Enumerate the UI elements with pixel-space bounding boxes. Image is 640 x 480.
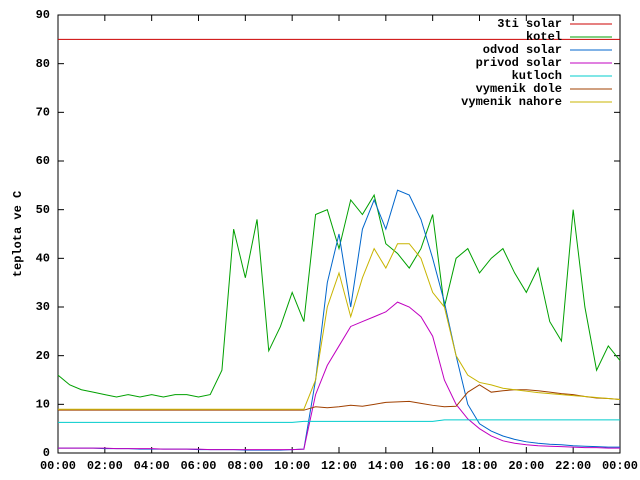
legend-label: privod solar (476, 56, 562, 70)
series-line (58, 189, 620, 451)
x-tick-label: 12:00 (321, 459, 357, 473)
y-tick-label: 60 (36, 154, 50, 168)
legend-label: 3ti solar (497, 17, 562, 31)
x-tick-label: 08:00 (227, 459, 263, 473)
series-line (57, 193, 621, 398)
y-tick-label: 10 (36, 398, 50, 412)
legend-label: odvod solar (483, 43, 562, 57)
y-tick-label: 20 (36, 349, 50, 363)
x-tick-label: 10:00 (274, 459, 310, 473)
x-tick-label: 18:00 (461, 459, 497, 473)
x-tick-label: 04:00 (134, 459, 170, 473)
series-line (58, 419, 620, 423)
x-tick-label: 00:00 (602, 459, 638, 473)
series-line (58, 243, 621, 410)
y-tick-label: 40 (36, 252, 50, 266)
x-tick-label: 22:00 (555, 459, 591, 473)
series-line (58, 301, 620, 451)
y-tick-label: 50 (36, 203, 50, 217)
y-tick-label: 30 (36, 300, 50, 314)
x-tick-label: 14:00 (368, 459, 404, 473)
y-tick-label: 80 (36, 57, 50, 71)
x-tick-label: 16:00 (415, 459, 451, 473)
series-line (58, 384, 621, 411)
legend-label: kotel (526, 30, 562, 44)
legend-label: vymenik nahore (461, 95, 562, 109)
y-tick-label: 0 (43, 446, 50, 460)
x-tick-label: 20:00 (508, 459, 544, 473)
legend-label: vymenik dole (476, 82, 562, 96)
y-tick-label: 90 (36, 8, 50, 22)
x-tick-label: 06:00 (180, 459, 216, 473)
y-axis-label: teplota ve C (11, 191, 25, 277)
y-tick-label: 70 (36, 106, 50, 120)
x-tick-label: 02:00 (87, 459, 123, 473)
x-tick-label: 00:00 (40, 459, 76, 473)
legend-label: kutloch (512, 69, 562, 83)
